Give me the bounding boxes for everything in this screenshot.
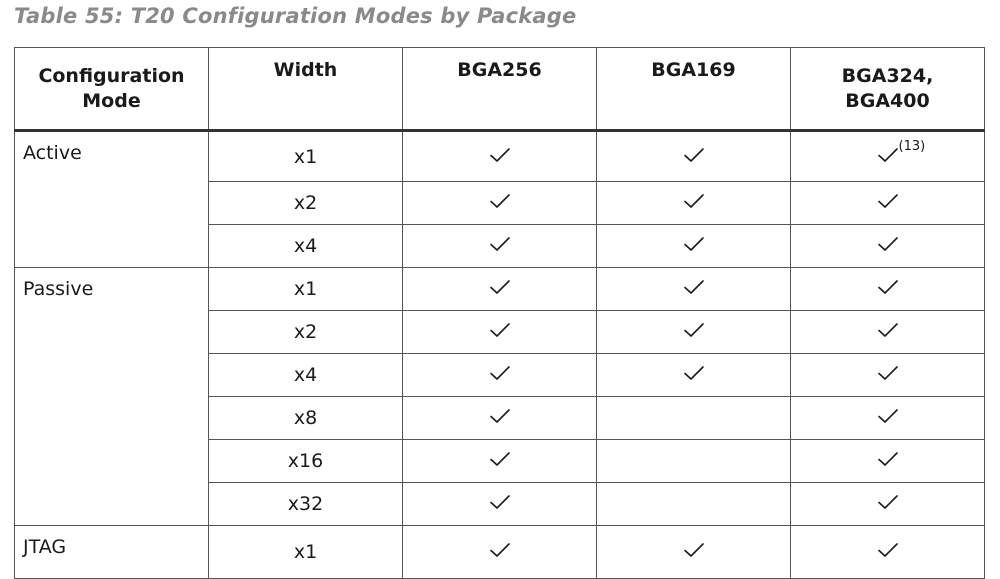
check-icon: [877, 451, 899, 467]
bga324-cell: [790, 181, 985, 225]
bga324-cell: [790, 525, 985, 579]
table-row: Passive x1: [14, 267, 985, 526]
table-row: x16: [15, 439, 985, 483]
table-body: Active x1 (13) x2 x4 Passive x1 x2 x4 x8 x16 x32 JTA…: [14, 130, 985, 579]
bga169-cell: [596, 224, 791, 268]
bga324-cell: [790, 396, 985, 440]
width-cell: x1: [208, 130, 403, 182]
check-icon: [877, 494, 899, 510]
header-mode-line1: Configuration: [38, 64, 185, 87]
bga324-cell: [790, 224, 985, 268]
table-row: Active x1 (13): [14, 130, 985, 268]
check-icon: [683, 193, 705, 209]
header-configuration-mode: Configuration Mode: [14, 47, 209, 132]
bga256-cell: [402, 130, 597, 182]
bga169-cell: [596, 310, 791, 354]
bga324-cell: [790, 482, 985, 526]
footnote-marker: (13): [898, 138, 926, 154]
bga169-cell: [596, 181, 791, 225]
check-icon: [877, 365, 899, 381]
header-width: Width: [208, 47, 403, 132]
check-icon: [877, 236, 899, 252]
bga256-cell: [402, 224, 597, 268]
bga169-cell: [596, 130, 791, 182]
table-row: x32: [15, 482, 985, 526]
bga169-cell: [596, 439, 791, 483]
bga169-cell: [596, 267, 791, 311]
bga169-cell: [596, 396, 791, 440]
mode-cell: Passive: [14, 267, 209, 526]
header-bga256-label: BGA256: [457, 59, 542, 81]
width-cell: x16: [208, 439, 403, 483]
check-icon: [683, 147, 705, 163]
check-icon: [489, 542, 511, 558]
width-cell: x1: [208, 525, 403, 579]
table-caption: Table 55: T20 Configuration Modes by Pac…: [14, 4, 577, 28]
bga324-cell: (13): [790, 130, 985, 182]
check-icon: [489, 322, 511, 338]
check-icon: [489, 408, 511, 424]
check-icon: [877, 322, 899, 338]
bga324-cell: [790, 353, 985, 397]
table-row: JTAG x1: [14, 525, 985, 579]
check-icon: [489, 147, 511, 163]
width-cell: x4: [208, 224, 403, 268]
header-width-label: Width: [273, 59, 338, 81]
bga324-cell: [790, 267, 985, 311]
check-icon: [489, 279, 511, 295]
bga256-cell: [402, 482, 597, 526]
width-cell: x2: [208, 181, 403, 225]
header-bga256: BGA256: [402, 47, 597, 132]
header-row: Configuration Mode Width BGA256 BGA169 B…: [14, 47, 985, 132]
check-icon: [683, 542, 705, 558]
check-icon: [683, 365, 705, 381]
check-icon: [489, 451, 511, 467]
check-icon: [683, 322, 705, 338]
check-icon: [877, 542, 899, 558]
bga256-cell: [402, 525, 597, 579]
check-icon: [683, 279, 705, 295]
header-bga324-bga400: BGA324, BGA400: [790, 47, 985, 132]
bga256-cell: [402, 267, 597, 311]
configuration-modes-table: Configuration Mode Width BGA256 BGA169 B…: [14, 47, 985, 579]
header-bga324-line2: BGA400: [845, 89, 930, 112]
bga169-cell: [596, 525, 791, 579]
bga256-cell: [402, 439, 597, 483]
width-cell: x2: [208, 310, 403, 354]
bga256-cell: [402, 353, 597, 397]
width-cell: x32: [208, 482, 403, 526]
width-cell: x4: [208, 353, 403, 397]
check-icon: [877, 408, 899, 424]
header-bga169: BGA169: [596, 47, 791, 132]
mode-cell: Active: [14, 130, 209, 268]
bga324-cell: [790, 310, 985, 354]
bga256-cell: [402, 396, 597, 440]
bga256-cell: [402, 310, 597, 354]
check-icon: [489, 236, 511, 252]
bga169-cell: [596, 482, 791, 526]
check-icon: [489, 365, 511, 381]
width-cell: x8: [208, 396, 403, 440]
bga324-cell: [790, 439, 985, 483]
bga169-cell: [596, 353, 791, 397]
bga256-cell: [402, 181, 597, 225]
check-icon: (13): [877, 139, 925, 163]
check-icon: [489, 494, 511, 510]
check-icon: [877, 279, 899, 295]
header-mode-line2: Mode: [82, 89, 141, 112]
header-bga169-label: BGA169: [651, 59, 736, 81]
check-icon: [683, 236, 705, 252]
check-icon: [489, 193, 511, 209]
mode-cell: JTAG: [14, 525, 209, 579]
header-bga324-line1: BGA324,: [841, 64, 934, 87]
check-icon: [877, 193, 899, 209]
width-cell: x1: [208, 267, 403, 311]
